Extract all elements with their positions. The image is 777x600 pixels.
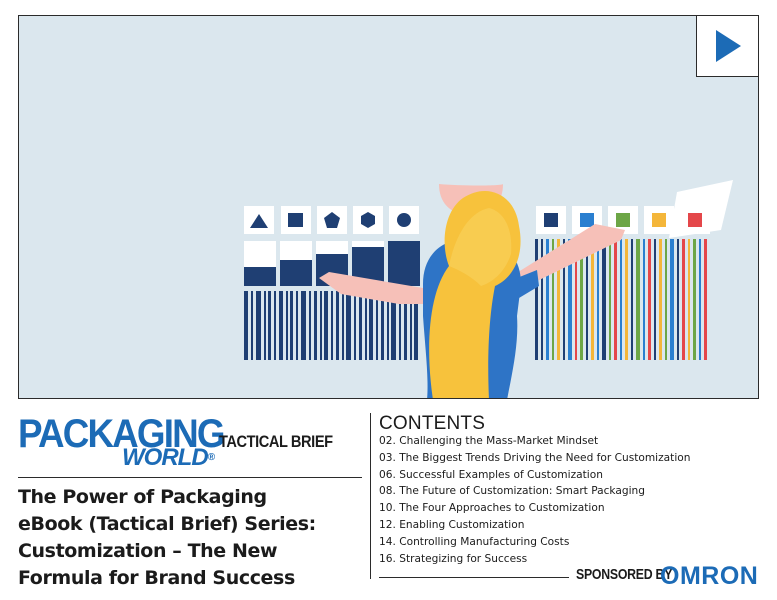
logo-mark: ® xyxy=(207,452,215,463)
toc-item[interactable]: 12. Enabling Customization xyxy=(379,518,525,531)
toc-item[interactable]: 14. Controlling Manufacturing Costs xyxy=(379,535,570,548)
play-icon xyxy=(715,30,741,62)
title-line: eBook (Tactical Brief) Series: xyxy=(18,513,316,535)
person-figure xyxy=(319,184,625,398)
packaging-world-logo: PACKAGING WORLD® xyxy=(18,414,225,472)
toc-item[interactable]: 16. Strategizing for Success xyxy=(379,552,528,565)
divider-sponsor xyxy=(379,577,569,578)
sponsor-label: SPONSORED BY xyxy=(576,566,673,583)
contents-heading: CONTENTS xyxy=(379,413,486,434)
hero-illustration xyxy=(18,15,759,399)
brief-title: The Power of Packaging eBook (Tactical B… xyxy=(18,484,358,592)
barcode-right xyxy=(535,239,707,360)
toc-item[interactable]: 03. The Biggest Trends Driving the Need … xyxy=(379,451,691,464)
series-label: TACTICAL BRIEF xyxy=(219,432,333,451)
logo-line-1: PACKAGING xyxy=(18,412,225,456)
barcode-left xyxy=(244,291,418,360)
play-button[interactable] xyxy=(696,16,758,77)
toc-item[interactable]: 02. Challenging the Mass-Market Mindset xyxy=(379,435,599,447)
sponsor-logo: OMRON xyxy=(660,562,759,590)
divider-vertical xyxy=(370,413,371,579)
title-line: Customization – The New xyxy=(18,540,278,562)
divider-left xyxy=(18,477,362,478)
table-of-contents: 02. Challenging the Mass-Market Mindset … xyxy=(379,433,690,567)
illustration-art xyxy=(19,16,758,398)
logo-world: WORLD xyxy=(122,444,209,471)
title-line: Formula for Brand Success xyxy=(18,567,295,589)
toc-item[interactable]: 10. The Four Approaches to Customization xyxy=(379,502,605,515)
logo-line-2: WORLD® xyxy=(122,444,215,471)
toc-item[interactable]: 06. Successful Examples of Customization xyxy=(379,468,603,481)
title-line: The Power of Packaging xyxy=(18,486,267,508)
toc-item[interactable]: 08. The Future of Customization: Smart P… xyxy=(379,485,645,498)
shape-tiles-left xyxy=(244,206,419,234)
